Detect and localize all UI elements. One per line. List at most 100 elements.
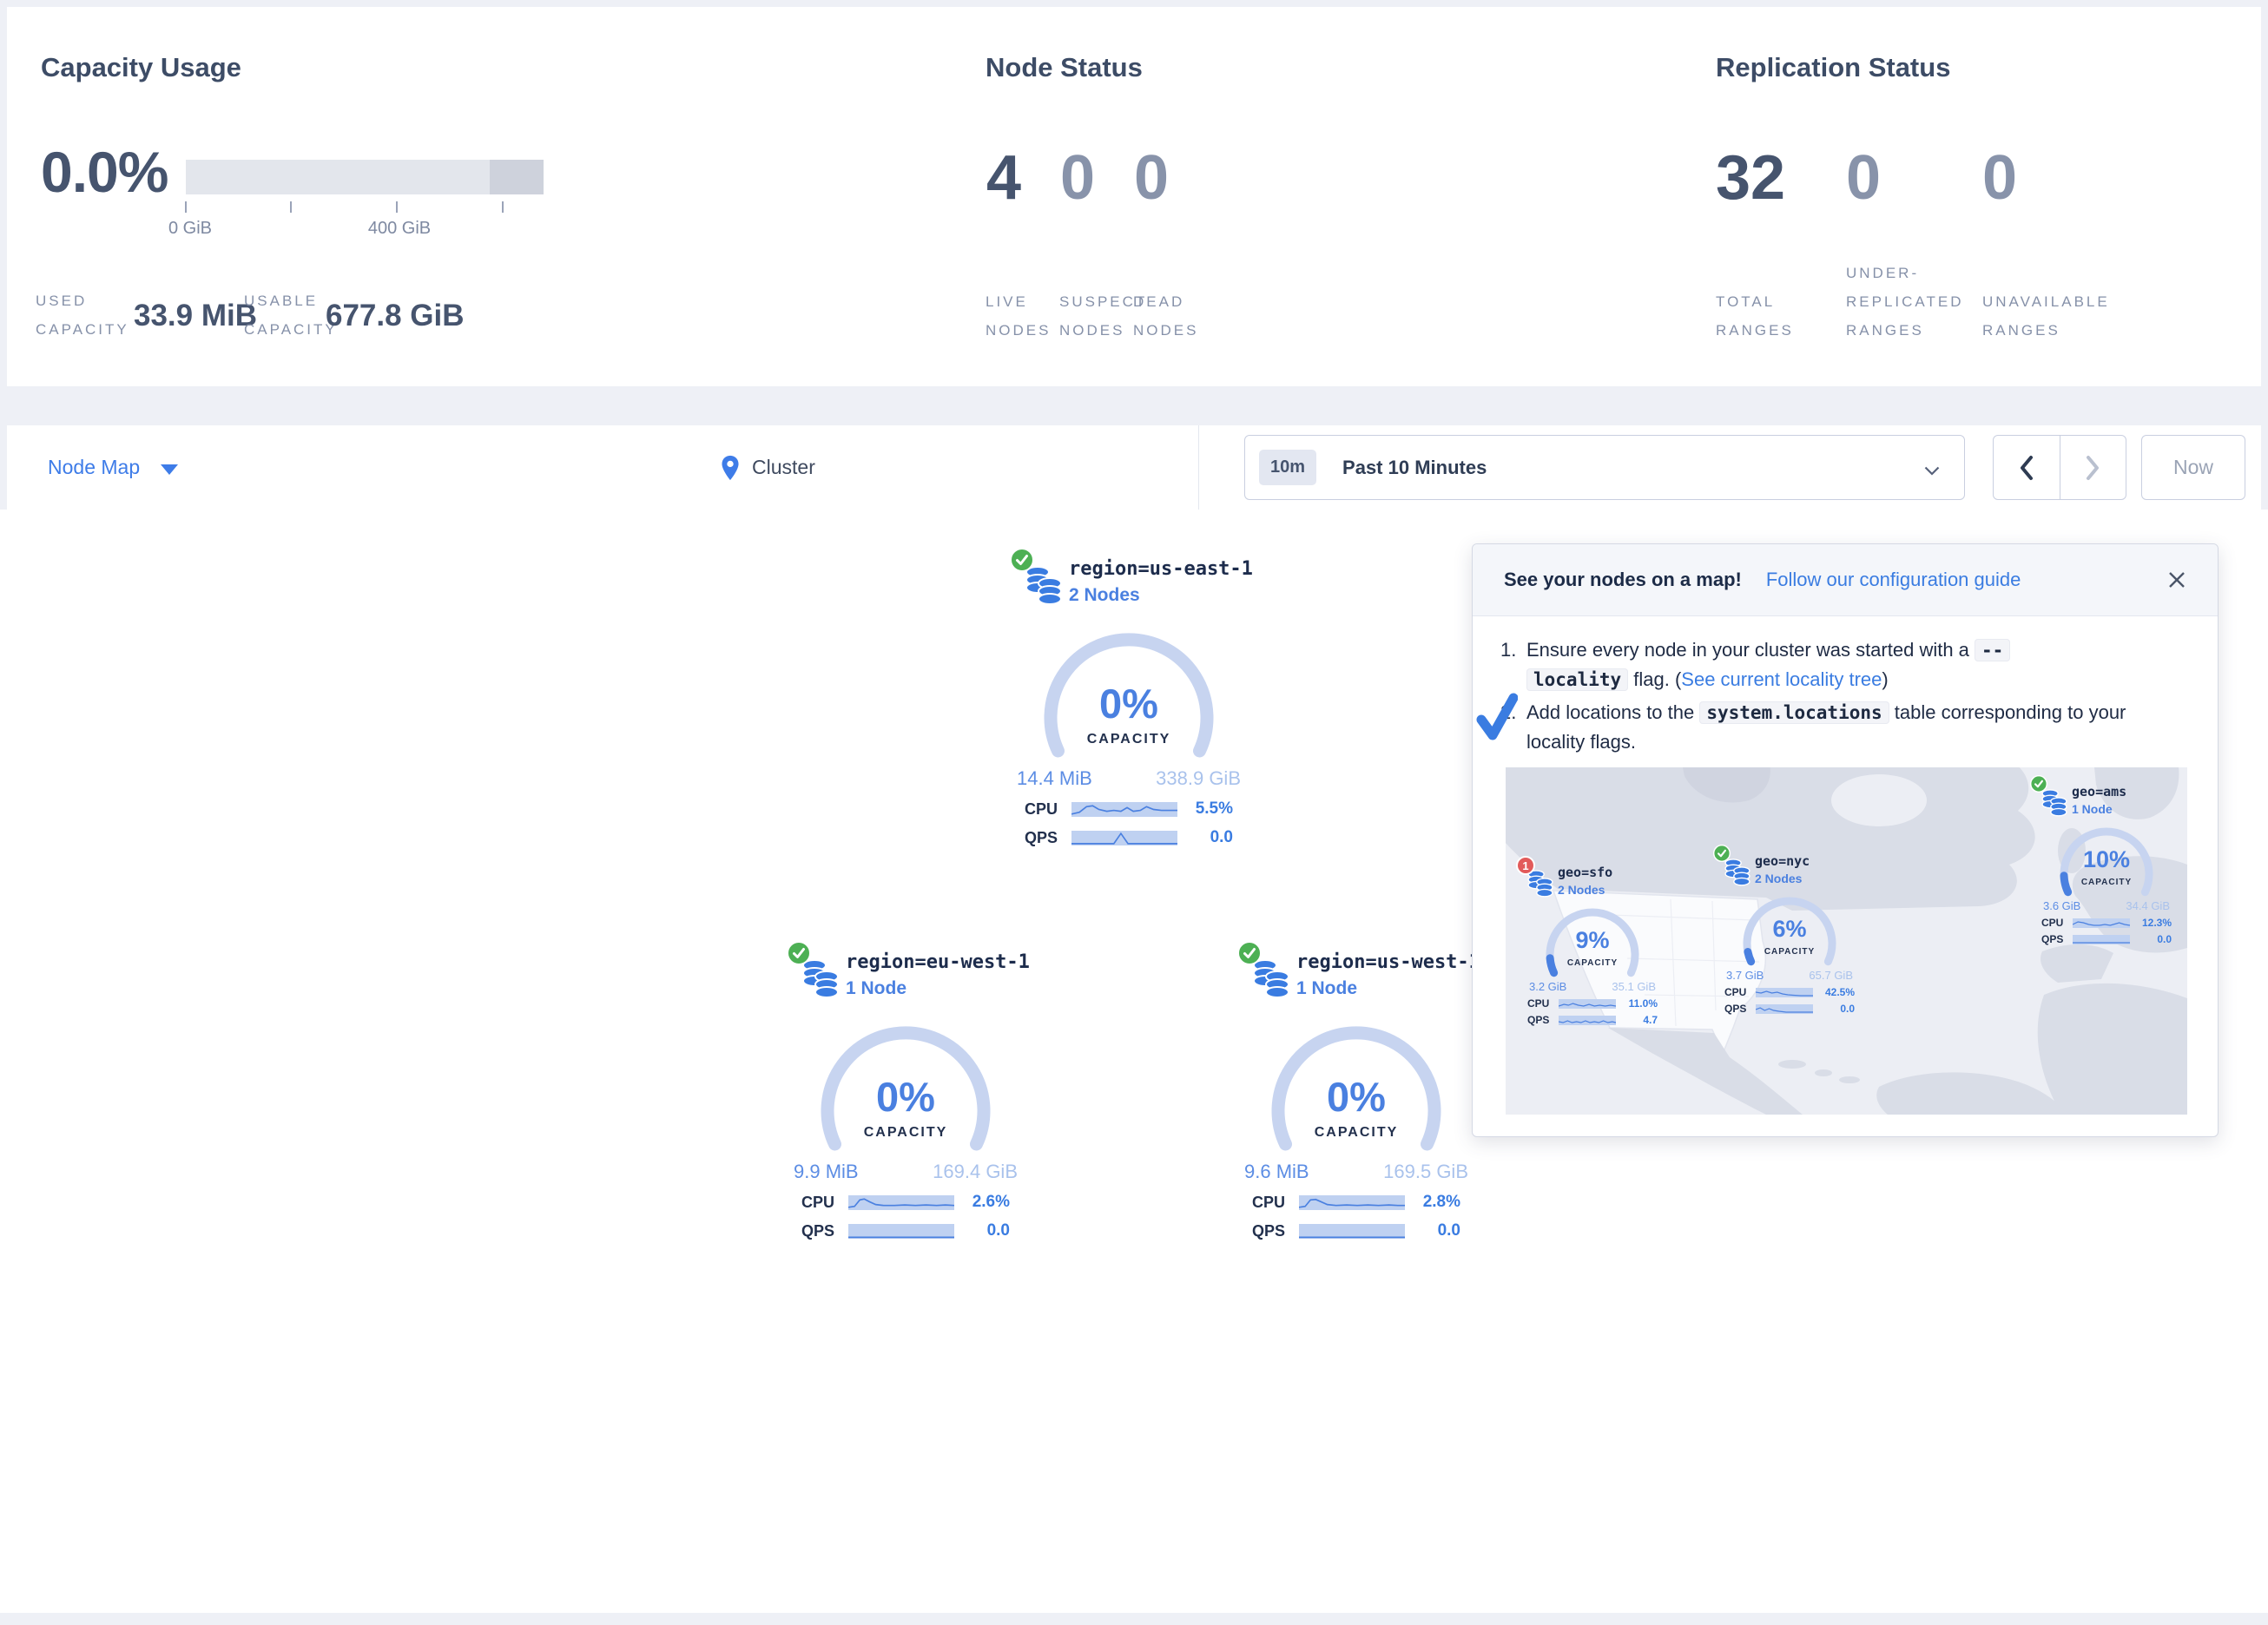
map-node-title: geo=nyc bbox=[1755, 853, 1810, 869]
caret-down-icon bbox=[161, 464, 179, 475]
time-window-nav bbox=[1993, 435, 2126, 500]
used-capacity: 14.4 MiB bbox=[1017, 767, 1092, 789]
system-locations-code: system.locations bbox=[1699, 701, 1889, 724]
live-nodes-value: 4 bbox=[986, 143, 1022, 213]
popup-header: See your nodes on a map! Follow our conf… bbox=[1473, 544, 2218, 616]
locality-tree-link[interactable]: See current locality tree bbox=[1681, 668, 1882, 690]
capacity-used-percent: 0.0% bbox=[41, 140, 168, 204]
node-group-title: region=us-east-1 bbox=[1069, 558, 1253, 580]
toolbar-divider bbox=[1198, 425, 1199, 510]
qps-sparkline bbox=[1299, 1223, 1405, 1239]
capacity-gauge: 9% CAPACITY bbox=[1543, 908, 1642, 977]
healthy-status-icon bbox=[1237, 941, 1262, 970]
used-capacity: 3.6 GiB bbox=[2043, 899, 2081, 912]
step-text-fragment: table corresponding to your locality fla… bbox=[1526, 701, 2126, 753]
node-status-title: Node Status bbox=[986, 52, 1143, 82]
breadcrumb-label: Cluster bbox=[752, 456, 815, 478]
healthy-status-icon bbox=[1713, 845, 1731, 866]
close-icon[interactable] bbox=[2167, 570, 2186, 589]
qps-label: QPS bbox=[1025, 828, 1058, 846]
view-selector-dropdown[interactable]: Node Map bbox=[48, 425, 179, 510]
node-count-link[interactable]: 2 Nodes bbox=[1069, 585, 1140, 605]
capacity-gauge: 6% CAPACITY bbox=[1740, 897, 1839, 966]
qps-sparkline bbox=[1071, 830, 1177, 845]
cpu-label: CPU bbox=[1527, 997, 1550, 1010]
cpu-label: CPU bbox=[1025, 799, 1058, 818]
nodemap-toolbar: Node Map Cluster 10m Past 10 Minutes Now bbox=[7, 425, 2261, 510]
chevron-right-icon bbox=[2087, 455, 2100, 480]
total-capacity: 169.5 GiB bbox=[1383, 1161, 1468, 1182]
map-node-geo-ams: geo=ams 1 Node 10% CAPACITY 3.6 GiB 34.4… bbox=[2030, 775, 2176, 945]
step-number: 1. bbox=[1500, 639, 1517, 661]
map-node-count: 2 Nodes bbox=[1558, 883, 1605, 897]
gauge-capacity-label: CAPACITY bbox=[2080, 878, 2133, 887]
world-map-illustration bbox=[1506, 767, 2187, 1115]
dead-nodes-value: 0 bbox=[1134, 143, 1170, 213]
time-forward-button[interactable] bbox=[2060, 436, 2126, 499]
locality-flag-code: -- bbox=[1975, 639, 2011, 661]
node-group-title: region=eu-west-1 bbox=[846, 951, 1030, 973]
cpu-sparkline bbox=[1299, 1194, 1405, 1210]
time-range-dropdown[interactable]: 10m Past 10 Minutes bbox=[1244, 435, 1965, 500]
qps-value: 0.0 bbox=[1210, 828, 1233, 846]
node-count-link[interactable]: 1 Node bbox=[1296, 978, 1358, 998]
cpu-label: CPU bbox=[1724, 986, 1747, 998]
map-node-geo-sfo: 1 geo=sfo 2 Nodes 9% CAPACITY 3.2 GiB 35… bbox=[1516, 856, 1662, 1026]
time-range-badge: 10m bbox=[1259, 450, 1317, 485]
instruction-step-2: 2. Add locations to the system.locations… bbox=[1500, 698, 2185, 757]
time-range-label: Past 10 Minutes bbox=[1342, 456, 1487, 478]
under-replicated-ranges-value: 0 bbox=[1846, 143, 1882, 213]
cpu-value: 11.0% bbox=[1628, 997, 1658, 1010]
qps-value: 0.0 bbox=[1437, 1221, 1460, 1240]
step-text: Ensure every node in your cluster was st… bbox=[1526, 635, 2185, 694]
nodes-on-map-popup: See your nodes on a map! Follow our conf… bbox=[1472, 543, 2219, 1137]
configuration-guide-link[interactable]: Follow our configuration guide bbox=[1765, 569, 2021, 590]
gauge-capacity-label: CAPACITY bbox=[1314, 1125, 1399, 1140]
node-group-us-west-1[interactable]: region=us-west-1 1 Node 0% CAPACITY 9.6 … bbox=[1237, 941, 1480, 1240]
qps-value: 0.0 bbox=[986, 1221, 1010, 1240]
now-button[interactable]: Now bbox=[2141, 435, 2245, 500]
used-capacity-value: 33.9 MiB bbox=[134, 299, 257, 332]
cpu-value: 42.5% bbox=[1824, 986, 1855, 998]
qps-label: QPS bbox=[1252, 1221, 1286, 1240]
nodes-icon bbox=[1724, 857, 1751, 891]
qps-label: QPS bbox=[1527, 1014, 1550, 1026]
used-capacity: 9.9 MiB bbox=[794, 1161, 859, 1182]
gauge-capacity-label: CAPACITY bbox=[863, 1125, 948, 1140]
gauge-capacity-label: CAPACITY bbox=[1086, 732, 1171, 747]
qps-value: 0.0 bbox=[1840, 1003, 1855, 1015]
gauge-percent: 0% bbox=[1327, 1074, 1386, 1120]
step-text-fragment: Ensure every node in your cluster was st… bbox=[1526, 639, 1975, 661]
breadcrumb[interactable]: Cluster bbox=[719, 425, 815, 510]
capacity-gauge: 10% CAPACITY bbox=[2057, 827, 2156, 897]
total-capacity: 169.4 GiB bbox=[933, 1161, 1018, 1182]
node-group-eu-west-1[interactable]: region=eu-west-1 1 Node 0% CAPACITY 9.9 … bbox=[787, 941, 1030, 1240]
node-count-link[interactable]: 1 Node bbox=[846, 978, 907, 998]
used-capacity: 9.6 MiB bbox=[1244, 1161, 1309, 1182]
replication-status-title: Replication Status bbox=[1716, 52, 1951, 82]
total-capacity: 338.9 GiB bbox=[1156, 767, 1241, 789]
capacity-axis-tick bbox=[185, 201, 187, 213]
cpu-label: CPU bbox=[2041, 917, 2064, 929]
gauge-capacity-label: CAPACITY bbox=[1566, 958, 1619, 968]
node-group-us-east-1[interactable]: region=us-east-1 2 Nodes 0% CAPACITY 14.… bbox=[1010, 548, 1253, 847]
qps-label: QPS bbox=[1724, 1003, 1747, 1015]
qps-value: 4.7 bbox=[1643, 1014, 1658, 1026]
nodes-icon bbox=[1251, 957, 1291, 1004]
time-back-button[interactable] bbox=[1994, 436, 2060, 499]
map-node-count: 2 Nodes bbox=[1755, 872, 1803, 885]
capacity-bar bbox=[186, 160, 544, 194]
gauge-percent: 0% bbox=[1099, 681, 1158, 727]
capacity-axis-tick bbox=[502, 201, 504, 213]
unavailable-ranges-value: 0 bbox=[1982, 143, 2018, 213]
capacity-gauge: 0% CAPACITY bbox=[814, 1026, 997, 1156]
step-text-fragment: ) bbox=[1882, 668, 1889, 690]
suspect-nodes-value: 0 bbox=[1060, 143, 1096, 213]
usable-capacity-value: 677.8 GiB bbox=[326, 299, 465, 332]
cpu-value: 2.6% bbox=[972, 1193, 1010, 1211]
used-capacity: 3.2 GiB bbox=[1529, 980, 1567, 993]
gauge-percent: 10% bbox=[2082, 846, 2131, 872]
cpu-sparkline bbox=[1071, 801, 1177, 817]
healthy-status-icon bbox=[787, 941, 811, 970]
nodes-icon bbox=[801, 957, 841, 1004]
